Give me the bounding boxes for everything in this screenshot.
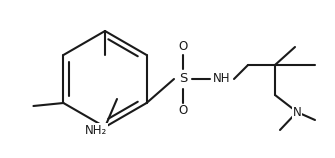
Text: S: S [179,73,187,85]
Text: O: O [178,104,188,118]
Text: O: O [178,40,188,54]
Text: N: N [293,106,302,118]
Text: NH: NH [213,73,231,85]
Text: NH₂: NH₂ [85,124,107,137]
